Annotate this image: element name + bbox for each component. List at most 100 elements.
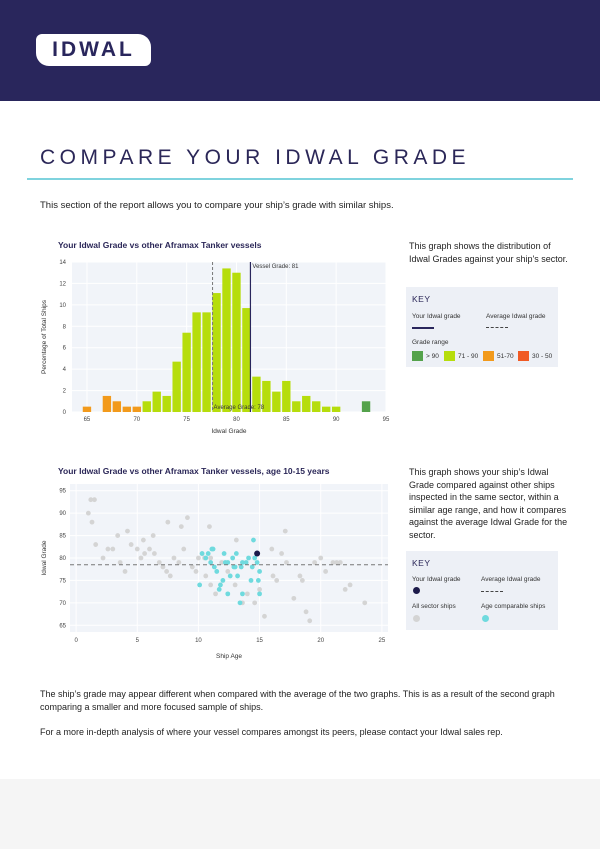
histogram-bar — [292, 401, 301, 412]
y-tick-label: 85 — [59, 534, 66, 540]
key-average-grade-label: Average Idwal grade — [481, 576, 541, 583]
y-tick-label: 2 — [63, 389, 67, 395]
age-comparable-point — [257, 591, 262, 597]
all-ships-point — [85, 510, 91, 516]
scatter-description: This graph shows your ship’s Idwal Grade… — [409, 467, 568, 540]
all-ships-point — [244, 591, 250, 597]
all-ships-point — [189, 564, 195, 570]
all-ships-point — [138, 555, 144, 561]
x-tick-label: 15 — [256, 638, 263, 644]
y-tick-label: 6 — [63, 346, 67, 352]
x-tick-label: 10 — [195, 638, 202, 644]
all-ships-point — [347, 582, 353, 588]
y-tick-label: 75 — [59, 578, 66, 584]
histogram-bar — [312, 401, 321, 412]
age-comparable-point — [208, 560, 214, 565]
all-ships-point — [213, 591, 218, 597]
age-comparable-point — [199, 551, 205, 556]
all-ships-point — [122, 569, 128, 574]
age-comparable-point — [210, 546, 216, 552]
age-comparable-point — [218, 582, 223, 588]
histogram-bar — [102, 395, 112, 412]
key-grade-range-label: Grade range — [412, 339, 449, 346]
x-tick-label: 80 — [233, 417, 240, 423]
all-ships-point — [176, 560, 182, 565]
all-ships-point — [117, 560, 123, 565]
all-ships-point — [284, 560, 289, 565]
all-ships-point — [196, 555, 201, 561]
age-comparable-point — [220, 578, 226, 583]
range-swatch-green — [412, 351, 423, 361]
all-ships-point — [93, 542, 99, 547]
all-ships-point — [233, 537, 239, 543]
vessel-dot-swatch — [413, 587, 420, 594]
histogram-bar — [112, 401, 122, 412]
histogram-bar — [212, 293, 221, 412]
all-ships-point — [100, 555, 106, 561]
all-ships-point — [203, 573, 209, 579]
age-comparable-point — [197, 582, 203, 588]
all-ships-point — [330, 560, 336, 565]
x-tick-label: 85 — [283, 417, 290, 423]
all-ships-point — [208, 582, 214, 588]
y-tick-label: 8 — [63, 324, 67, 330]
age-comparable-point — [248, 578, 254, 583]
y-axis-title: Percentage of Total Ships — [41, 299, 48, 374]
histogram-bar — [361, 401, 371, 412]
histogram-bar — [82, 406, 92, 412]
age-comparable-point — [227, 573, 233, 579]
vessel-line-swatch — [412, 327, 434, 329]
grade-vs-age-scatter: 65 70 75 80 85 90 95 0 5 10 15 20 25 Ship Age Idwal Gr… — [41, 484, 388, 660]
all-ships-point — [307, 618, 313, 624]
age-comparable-point — [251, 537, 256, 543]
all-ships-point — [151, 551, 157, 556]
footer-paragraph-2: For a more in-depth analysis of where yo… — [40, 727, 503, 737]
all-ships-point — [208, 555, 214, 561]
histogram-bar — [192, 312, 201, 412]
all-ships-point — [291, 595, 297, 601]
scatter-key: KEY Your Idwal grade Average Idwal grade… — [406, 551, 558, 630]
all-ships-point — [92, 497, 97, 503]
key-all-ships-label: All sector ships — [412, 603, 456, 610]
histogram-bar — [252, 376, 261, 412]
age-comparable-point — [254, 560, 260, 565]
x-tick-label: 75 — [183, 417, 190, 423]
idwal-logo: IDWAL — [36, 34, 151, 66]
all-ships-point — [297, 573, 303, 579]
key-your-grade-label: Your Idwal grade — [412, 576, 461, 583]
range-label-71-90: 71 - 90 — [458, 353, 479, 360]
all-ships-point — [167, 573, 173, 579]
histogram-bar — [282, 380, 291, 412]
age-comparable-point — [257, 569, 262, 574]
all-ships-point — [178, 524, 184, 530]
x-tick-label: 20 — [317, 638, 324, 644]
all-ships-dot-swatch — [413, 615, 420, 622]
all-ships-point — [147, 546, 152, 552]
age-comparable-point — [225, 560, 231, 565]
histogram-bar — [242, 308, 251, 412]
age-comparable-point — [231, 564, 237, 570]
page-footer — [0, 779, 600, 849]
all-ships-point — [219, 560, 225, 565]
age-comparable-point — [240, 560, 245, 565]
all-ships-point — [105, 546, 111, 552]
all-ships-point — [232, 582, 238, 588]
all-ships-point — [362, 600, 368, 606]
all-ships-point — [299, 578, 305, 583]
age-comparable-point — [225, 591, 231, 597]
y-tick-label: 90 — [59, 511, 66, 517]
vessel-point — [254, 550, 261, 557]
age-comparable-point — [221, 551, 227, 556]
histogram-key: KEY Your Idwal grade Average Idwal grade… — [406, 287, 558, 367]
y-tick-label: 4 — [63, 367, 67, 373]
scatter-title: Your Idwal Grade vs other Aframax Tanker… — [58, 466, 330, 476]
x-axis-title: Idwal Grade — [211, 428, 246, 435]
age-comparable-point — [203, 555, 209, 561]
histogram-bar — [142, 401, 151, 412]
key-average-grade-label: Average Idwal grade — [486, 313, 546, 320]
all-ships-point — [156, 560, 162, 565]
all-ships-point — [140, 537, 146, 543]
page-title: COMPARE YOUR IDWAL GRADE — [40, 146, 471, 169]
x-tick-label: 90 — [333, 417, 340, 423]
y-tick-label: 10 — [59, 303, 66, 309]
